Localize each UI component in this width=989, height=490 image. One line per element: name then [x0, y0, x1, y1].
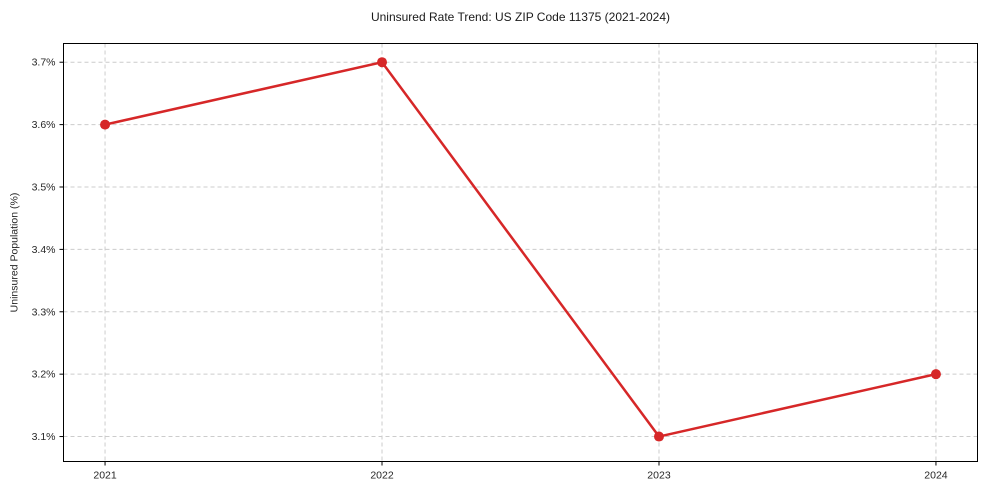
data-point-2023	[653, 431, 664, 442]
y-tick-label: 3.5%	[32, 181, 56, 193]
data-point-2024	[930, 369, 941, 380]
data-point-2022	[377, 57, 388, 68]
x-tick-label: 2024	[924, 470, 948, 482]
x-tick-label: 2022	[370, 470, 394, 482]
plot-border	[63, 43, 978, 462]
y-tick-label: 3.4%	[32, 244, 56, 256]
x-tick-label: 2023	[647, 470, 671, 482]
trend-line	[103, 60, 938, 438]
y-tick-label: 3.6%	[32, 119, 56, 131]
y-tick-label: 3.7%	[32, 57, 56, 69]
chart-title: Uninsured Rate Trend: US ZIP Code 11375 …	[371, 10, 670, 24]
y-tick-label: 3.3%	[32, 306, 56, 318]
y-axis-label: Uninsured Population (%)	[9, 193, 21, 313]
grid-layer	[63, 43, 978, 462]
axes-layer: 2021 2022 2023 2024 3.1% 3.2% 3.3% 3.4% 3.5% 3.6%…	[32, 43, 978, 482]
data-point-2021	[100, 119, 111, 130]
series-layer	[100, 57, 941, 442]
y-tick-label: 3.1%	[32, 431, 56, 443]
x-tick-label: 2021	[93, 470, 117, 482]
y-tick-label: 3.2%	[32, 369, 56, 381]
